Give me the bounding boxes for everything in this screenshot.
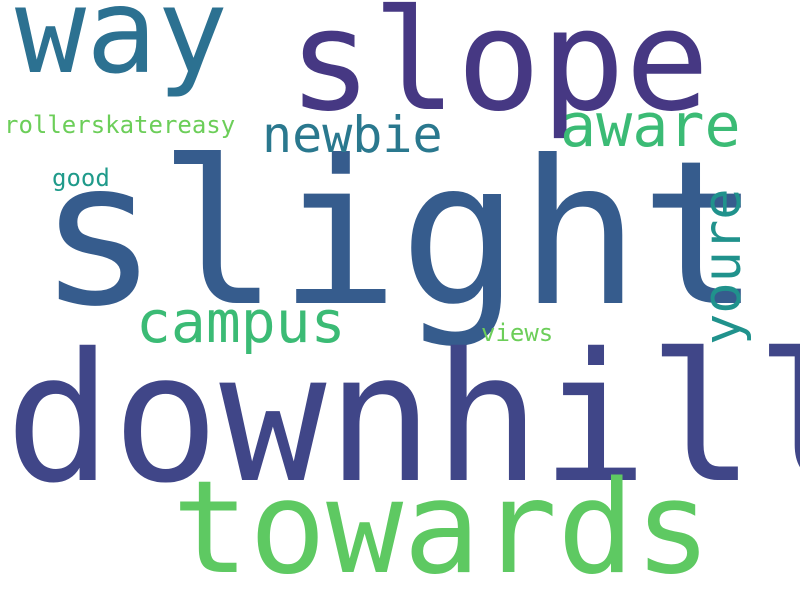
word-good: good [52, 164, 110, 192]
word-views: views [481, 319, 554, 347]
word-rollerskatereasy: rollerskatereasy [4, 111, 236, 139]
word-aware: aware [560, 91, 741, 161]
word-slight: slight [38, 118, 761, 351]
word-slope: slope [288, 0, 710, 143]
word-downhill: downhill [5, 315, 800, 522]
word-campus: campus [136, 288, 346, 356]
word-youre: youre [693, 188, 753, 345]
word-towards: towards [172, 454, 712, 600]
word-way: way [15, 0, 229, 100]
word-newbie: newbie [262, 106, 443, 164]
